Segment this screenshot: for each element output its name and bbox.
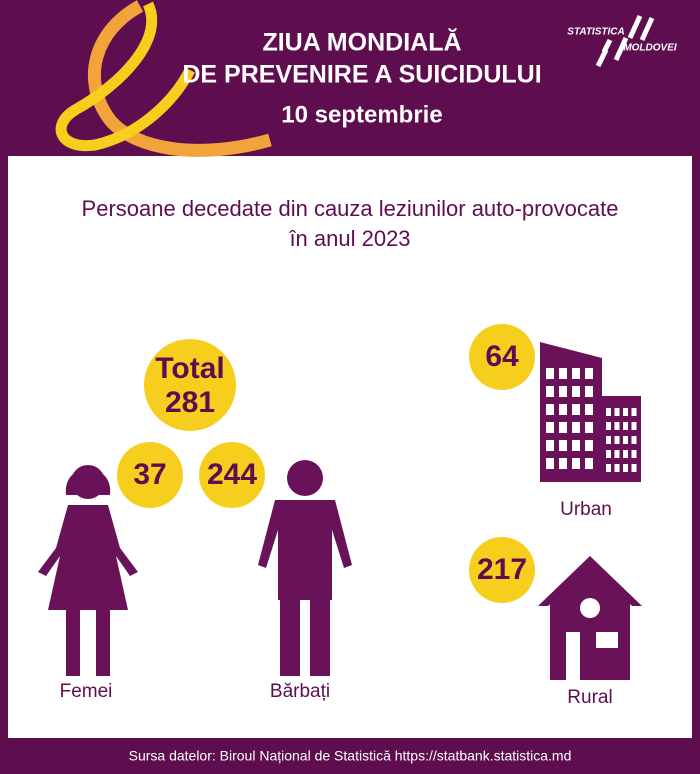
value: 37 xyxy=(133,458,166,491)
logo-text: MOLDOVEI xyxy=(623,43,677,54)
window xyxy=(623,464,628,472)
total-label: Total xyxy=(155,352,224,385)
footer: Sursa datelor: Biroul Național de Statis… xyxy=(129,748,572,764)
value-circle xyxy=(469,324,535,390)
total-circle xyxy=(144,339,236,431)
window xyxy=(585,368,593,379)
window xyxy=(585,404,593,415)
window xyxy=(572,404,580,415)
window xyxy=(631,422,637,430)
value: 244 xyxy=(207,458,257,491)
subtitle: Persoane decedate din cauza leziunilor a… xyxy=(82,196,619,221)
window xyxy=(572,422,580,433)
total-value: 281 xyxy=(165,386,215,419)
window xyxy=(631,436,637,444)
window xyxy=(631,464,637,472)
window xyxy=(606,422,611,430)
window xyxy=(614,422,620,430)
window xyxy=(572,458,580,469)
value: 64 xyxy=(485,340,519,373)
window xyxy=(585,386,593,397)
window xyxy=(623,436,628,444)
value-circle xyxy=(117,442,183,508)
window xyxy=(606,450,611,458)
window xyxy=(559,458,567,469)
window xyxy=(606,436,611,444)
label: Urban xyxy=(560,499,612,520)
window xyxy=(546,422,554,433)
window xyxy=(606,408,611,416)
label: Bărbați xyxy=(270,681,330,702)
logo: STATISTICA MOLDOVEI xyxy=(567,14,677,68)
window xyxy=(546,386,554,397)
building-icon xyxy=(540,342,641,482)
man-icon xyxy=(258,460,352,676)
value: 217 xyxy=(477,553,527,586)
window xyxy=(559,386,567,397)
house-icon xyxy=(538,556,642,680)
logo-text: STATISTICA xyxy=(567,27,624,38)
window xyxy=(623,450,628,458)
window xyxy=(546,458,554,469)
value-circle xyxy=(469,537,535,603)
window xyxy=(614,464,620,472)
window xyxy=(559,404,567,415)
window xyxy=(546,404,554,415)
subtitle: în anul 2023 xyxy=(288,226,410,251)
window xyxy=(546,368,554,379)
window xyxy=(585,440,593,451)
window xyxy=(631,450,637,458)
label: Rural xyxy=(567,687,612,708)
window xyxy=(559,422,567,433)
window xyxy=(623,408,628,416)
ribbon xyxy=(55,1,195,152)
window xyxy=(614,436,620,444)
window xyxy=(585,422,593,433)
window xyxy=(606,464,611,472)
window xyxy=(614,450,620,458)
label: Femei xyxy=(60,681,113,702)
window xyxy=(572,386,580,397)
window xyxy=(546,440,554,451)
window xyxy=(585,458,593,469)
window xyxy=(572,368,580,379)
window xyxy=(559,368,567,379)
window xyxy=(631,408,637,416)
window xyxy=(623,422,628,430)
date: 10 septembrie xyxy=(281,101,442,128)
value-circle xyxy=(199,442,265,508)
window xyxy=(614,408,620,416)
window xyxy=(559,440,567,451)
title: DE PREVENIRE A SUICIDULUI xyxy=(182,61,541,89)
ribbon xyxy=(88,0,272,157)
title: ZIUA MONDIALĂ xyxy=(262,28,461,57)
woman-icon xyxy=(38,465,138,676)
window xyxy=(572,440,580,451)
